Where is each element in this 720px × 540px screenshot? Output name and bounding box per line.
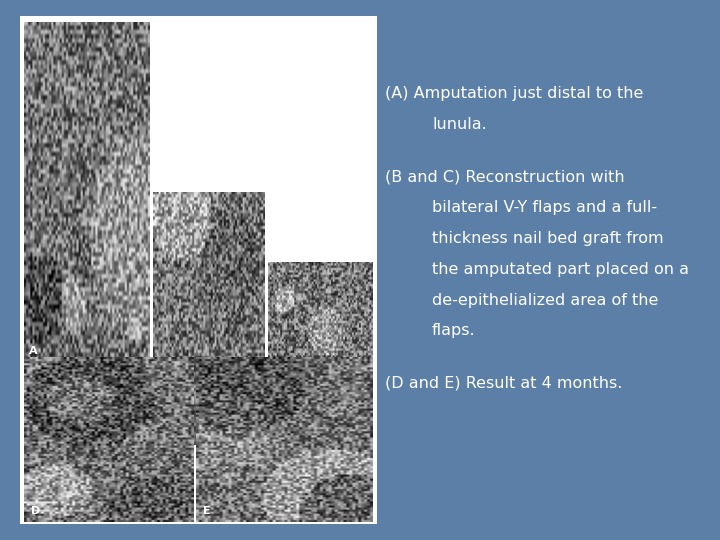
Text: thickness nail bed graft from: thickness nail bed graft from	[432, 231, 664, 246]
Text: (D and E) Result at 4 months.: (D and E) Result at 4 months.	[385, 376, 623, 391]
Bar	[20, 16, 377, 524]
Text: de-epithelialized area of the: de-epithelialized area of the	[432, 293, 658, 308]
Text: (B and C) Reconstruction with: (B and C) Reconstruction with	[385, 170, 625, 185]
Text: the amputated part placed on a: the amputated part placed on a	[432, 262, 689, 277]
Text: lunula.: lunula.	[432, 117, 487, 132]
Text: (A) Amputation just distal to the: (A) Amputation just distal to the	[385, 86, 644, 102]
Text: flaps.: flaps.	[432, 323, 476, 339]
Text: bilateral V-Y flaps and a full-: bilateral V-Y flaps and a full-	[432, 200, 657, 215]
